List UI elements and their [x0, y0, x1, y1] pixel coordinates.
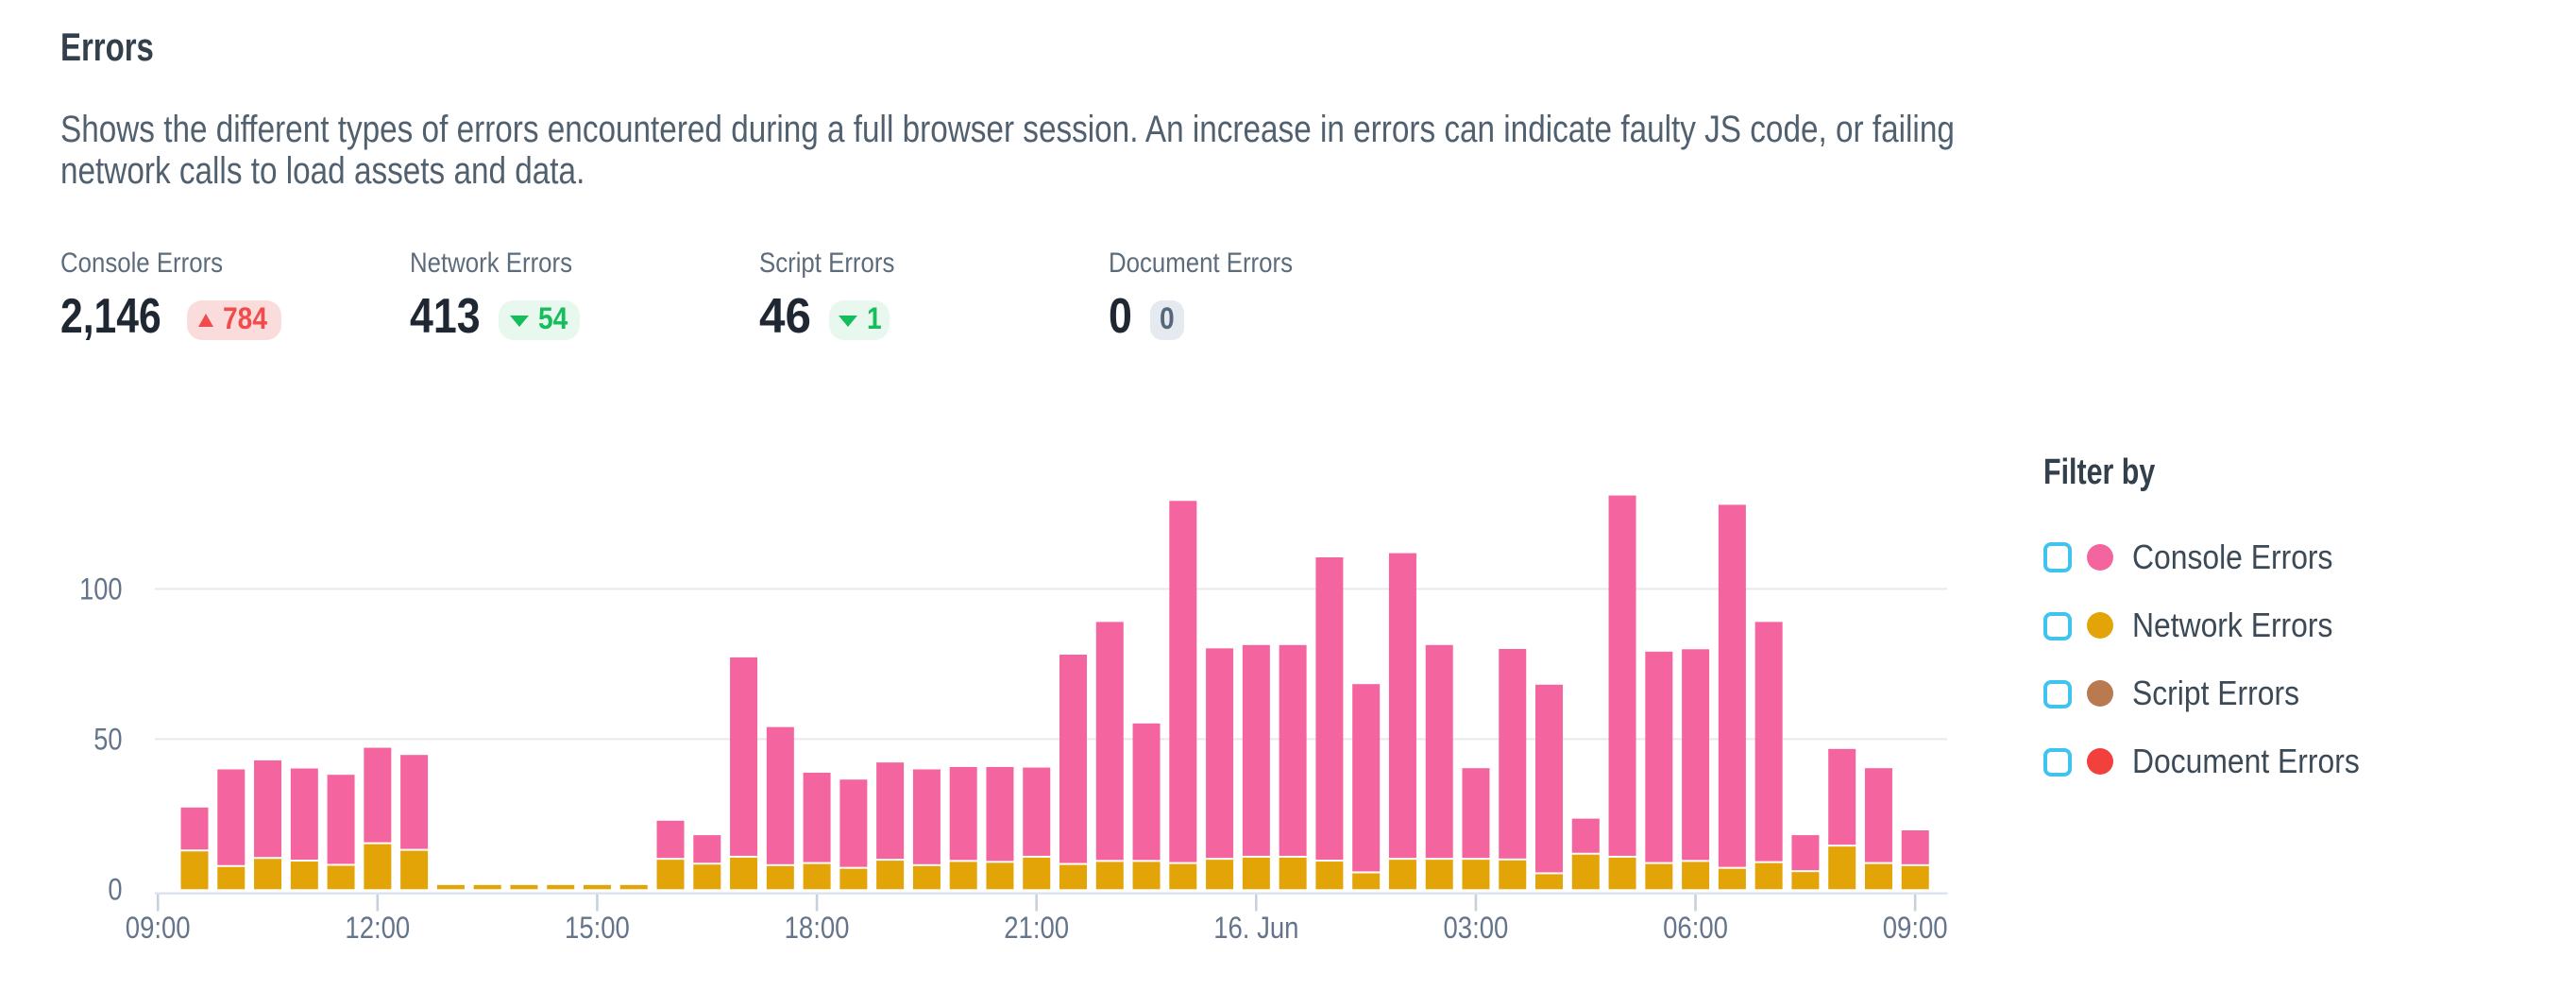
svg-text:21:00: 21:00 [1004, 912, 1069, 945]
svg-text:18:00: 18:00 [785, 912, 850, 945]
svg-text:03:00: 03:00 [1443, 912, 1508, 945]
svg-text:09:00: 09:00 [1883, 912, 1948, 945]
svg-text:16. Jun: 16. Jun [1213, 912, 1298, 945]
svg-text:12:00: 12:00 [345, 912, 410, 945]
svg-text:100: 100 [79, 572, 122, 606]
svg-text:0: 0 [108, 873, 122, 907]
svg-text:50: 50 [93, 723, 122, 757]
svg-text:15:00: 15:00 [565, 912, 630, 945]
svg-text:06:00: 06:00 [1663, 912, 1728, 945]
svg-text:09:00: 09:00 [126, 912, 191, 945]
